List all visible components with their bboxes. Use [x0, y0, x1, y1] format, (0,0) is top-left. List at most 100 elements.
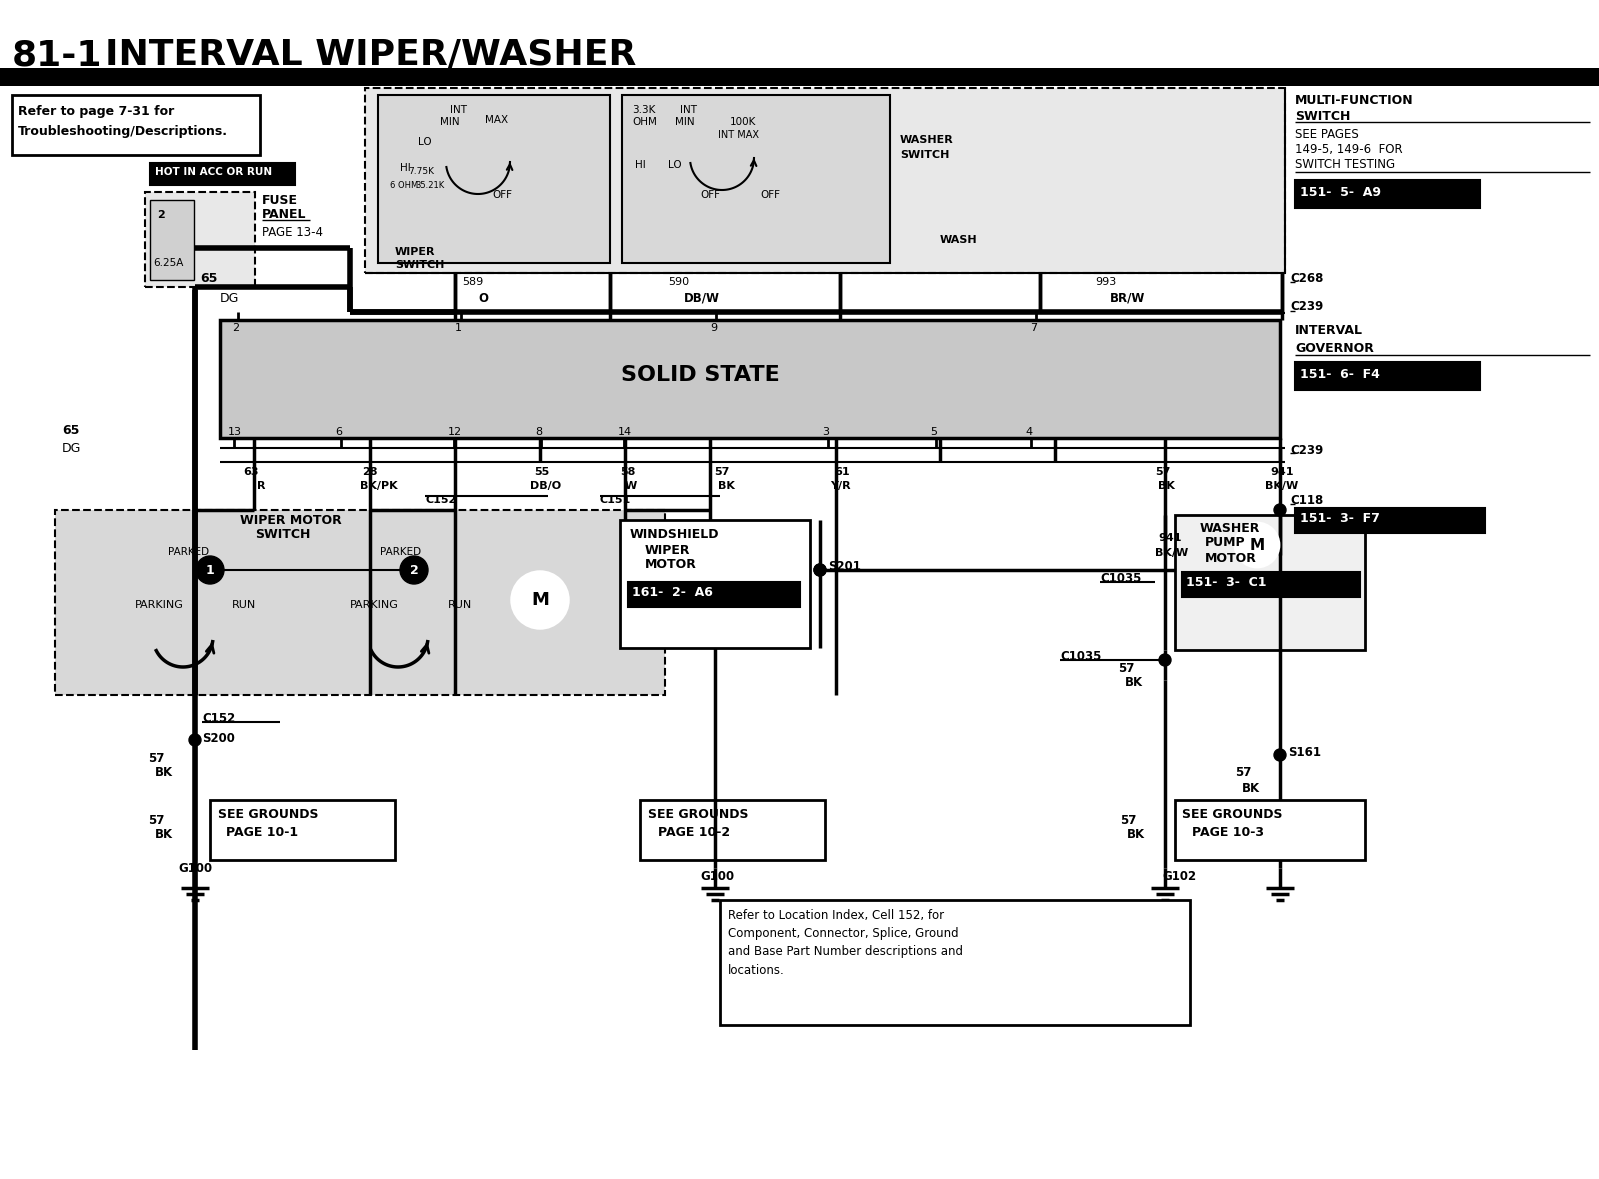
Bar	[221, 320, 1281, 439]
Text: M: M	[531, 591, 548, 610]
Text: INTERVAL: INTERVAL	[1295, 323, 1362, 336]
Circle shape	[1234, 523, 1279, 567]
Text: PARKED: PARKED	[381, 547, 421, 556]
Bar	[146, 192, 254, 286]
Text: 161-  2-  A6: 161- 2- A6	[632, 586, 713, 599]
Bar	[377, 95, 609, 263]
Text: PUMP: PUMP	[1206, 536, 1246, 549]
Circle shape	[1274, 503, 1286, 516]
Text: C151: C151	[600, 495, 632, 505]
Text: RUN: RUN	[448, 600, 472, 610]
Text: PAGE 10-3: PAGE 10-3	[1191, 826, 1263, 839]
Text: SWITCH: SWITCH	[900, 150, 950, 160]
Text: 57: 57	[149, 814, 165, 826]
Text: PAGE 10-1: PAGE 10-1	[225, 826, 297, 839]
Text: INT: INT	[680, 105, 697, 116]
Text: 12: 12	[448, 427, 462, 437]
Text: MOTOR: MOTOR	[644, 559, 697, 572]
Bar	[720, 900, 1190, 1025]
Text: locations.: locations.	[728, 963, 785, 976]
Text: 151-  3-  C1: 151- 3- C1	[1186, 577, 1266, 590]
Bar	[1295, 180, 1481, 208]
Text: Refer to page 7-31 for: Refer to page 7-31 for	[18, 105, 174, 119]
Text: 149-5, 149-6  FOR: 149-5, 149-6 FOR	[1295, 144, 1402, 157]
Text: WASH: WASH	[940, 235, 977, 245]
Text: C239: C239	[1290, 301, 1324, 314]
Text: MIN: MIN	[440, 117, 459, 127]
Text: BK: BK	[718, 481, 736, 490]
Text: WIPER MOTOR: WIPER MOTOR	[240, 514, 342, 527]
Text: G100: G100	[177, 862, 213, 875]
Text: 35.21K: 35.21K	[416, 180, 445, 190]
Text: 65: 65	[62, 423, 80, 436]
Text: 941: 941	[1158, 533, 1182, 544]
Text: 100K: 100K	[731, 117, 756, 127]
Text: 13: 13	[229, 427, 241, 437]
Text: 57: 57	[1118, 661, 1134, 674]
Text: BK: BK	[1158, 481, 1175, 490]
Text: INT: INT	[449, 105, 467, 116]
Text: 6: 6	[336, 427, 342, 437]
Text: C152: C152	[425, 495, 457, 505]
Text: DB/O: DB/O	[529, 481, 561, 490]
Text: 4: 4	[1025, 427, 1031, 437]
Text: 58: 58	[620, 467, 635, 477]
Text: and Base Part Number descriptions and: and Base Part Number descriptions and	[728, 946, 963, 959]
Text: WIPER: WIPER	[644, 544, 691, 556]
Text: WASHER: WASHER	[1199, 521, 1260, 534]
Text: DB/W: DB/W	[684, 291, 720, 304]
Text: MOTOR: MOTOR	[1206, 552, 1257, 565]
Text: 9: 9	[710, 323, 716, 332]
Text: OFF: OFF	[492, 190, 512, 200]
Text: 7: 7	[1030, 323, 1038, 332]
Text: C152: C152	[201, 711, 235, 725]
Text: WINDSHIELD: WINDSHIELD	[630, 528, 720, 541]
Text: LO: LO	[417, 137, 432, 147]
Text: RUN: RUN	[232, 600, 256, 610]
Bar	[620, 520, 811, 648]
Text: 590: 590	[668, 277, 689, 286]
Text: Refer to Location Index, Cell 152, for: Refer to Location Index, Cell 152, for	[728, 909, 943, 922]
Text: S200: S200	[201, 731, 235, 744]
Bar	[640, 801, 825, 859]
Bar	[54, 511, 665, 694]
Text: R: R	[257, 481, 265, 490]
Text: SEE GROUNDS: SEE GROUNDS	[648, 809, 748, 822]
Bar	[628, 582, 800, 607]
Text: PAGE 13-4: PAGE 13-4	[262, 225, 323, 238]
Text: BK: BK	[155, 766, 173, 779]
Text: 151-  5-  A9: 151- 5- A9	[1300, 185, 1382, 198]
Text: DG: DG	[221, 292, 240, 305]
Text: 28: 28	[361, 467, 377, 477]
Text: 57: 57	[149, 751, 165, 764]
Text: BK: BK	[1127, 829, 1145, 842]
Text: G102: G102	[1162, 869, 1196, 883]
Text: SWITCH: SWITCH	[395, 261, 445, 270]
Circle shape	[400, 556, 429, 584]
Text: LO: LO	[668, 160, 681, 170]
Text: 14: 14	[617, 427, 632, 437]
Bar	[622, 95, 891, 263]
Text: PANEL: PANEL	[262, 209, 307, 222]
Circle shape	[197, 556, 224, 584]
Circle shape	[814, 564, 827, 577]
Text: PARKING: PARKING	[350, 600, 398, 610]
Text: 941: 941	[1270, 467, 1294, 477]
Text: C118: C118	[1290, 494, 1324, 507]
Bar	[150, 163, 294, 185]
Text: 55: 55	[534, 467, 548, 477]
Text: OHM: OHM	[632, 117, 657, 127]
Text: Y/R: Y/R	[830, 481, 851, 490]
Text: W: W	[625, 481, 638, 490]
Text: WIPER: WIPER	[395, 246, 435, 257]
Circle shape	[512, 572, 568, 628]
Text: C1035: C1035	[1100, 572, 1142, 585]
Text: 5: 5	[931, 427, 937, 437]
Text: 63: 63	[243, 467, 259, 477]
Bar	[150, 200, 193, 279]
Circle shape	[814, 564, 827, 577]
Text: Troubleshooting/Descriptions.: Troubleshooting/Descriptions.	[18, 125, 229, 138]
Text: MULTI-FUNCTION: MULTI-FUNCTION	[1295, 93, 1414, 106]
Bar	[1182, 572, 1361, 597]
Text: 2: 2	[409, 564, 419, 577]
